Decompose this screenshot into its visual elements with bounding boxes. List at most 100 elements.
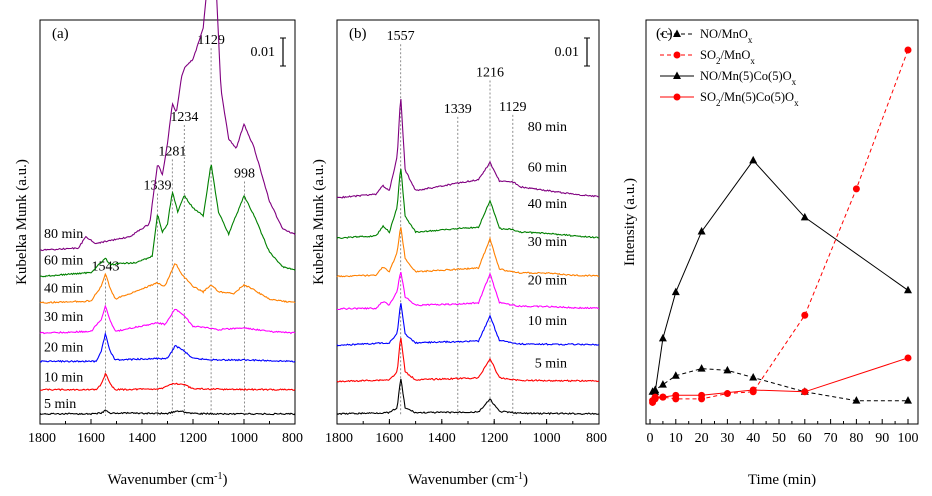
legend-sub: x (794, 98, 799, 108)
legend-entry: SO2/Mn(5)Co(5)Ox (700, 90, 799, 108)
data-point (651, 387, 660, 395)
x-tick-label: 1600 (77, 431, 105, 446)
time-label: 80 min (44, 227, 83, 242)
data-point (658, 333, 667, 342)
time-label: 20 min (44, 340, 83, 355)
x-axis-label-text: Wavenumber (cm (408, 472, 515, 488)
legend-sub: 2 (716, 98, 721, 108)
spectrum-line (39, 304, 296, 335)
series-line (652, 368, 908, 402)
time-label: 10 min (44, 371, 83, 386)
data-point (800, 212, 809, 221)
data-point (904, 285, 912, 294)
scale-bar-label: 0.01 (555, 45, 580, 60)
x-tick-label: 60 (798, 431, 812, 446)
data-point (659, 393, 667, 401)
panel-label: (c) (656, 26, 673, 42)
x-tick-label: 800 (282, 431, 303, 446)
panel-b-chart: 1800 1600 1400 1200 1000 800 1557 1339 1216 1129 5… (311, 19, 607, 489)
data-point (904, 354, 912, 362)
spectrum-line (39, 263, 296, 304)
legend-entry: NO/MnOx (700, 27, 753, 45)
legend-sub: x (750, 56, 755, 66)
legend-name-tail: /Mn(5)Co(5)O (720, 90, 794, 104)
spectrum-line (336, 168, 600, 239)
panel-label: (b) (349, 26, 367, 42)
x-tick-label: 1200 (480, 431, 508, 446)
time-label: 60 min (528, 161, 567, 176)
x-tick-label: 10 (669, 431, 683, 446)
peak-label: 1543 (92, 259, 120, 274)
data-point (801, 388, 809, 396)
x-axis-label-text: Wavenumber (cm (107, 472, 214, 488)
spectrum-line (336, 378, 600, 416)
legend-name-tail: /MnO (720, 48, 750, 62)
data-point (852, 396, 861, 404)
data-point (749, 373, 758, 381)
y-axis-label: Intensity (a.u.) (622, 178, 638, 266)
x-tick-label: 1400 (428, 431, 456, 446)
data-point (671, 371, 680, 379)
panel-c-chart: 0 10 20 30 40 50 60 70 80 90 100NO/MnOxSO2/MnOxNO/… (622, 19, 919, 488)
series-line (652, 357, 909, 401)
x-axis-label: Wavenumber (cm-1) (408, 471, 528, 489)
peak-label: 1129 (499, 100, 526, 115)
peak-label: 1216 (476, 66, 504, 81)
x-tick-label: 1000 (533, 431, 561, 446)
x-tick-label: 1000 (230, 431, 258, 446)
data-point (671, 287, 680, 296)
data-point (672, 391, 680, 399)
data-point (658, 380, 667, 388)
x-axis-label-sup: -1 (515, 471, 523, 482)
x-axis-label-sup: -1 (214, 471, 222, 482)
data-point (904, 46, 912, 54)
legend-name: NO/MnO (700, 27, 748, 41)
y-axis-label: Kubelka Munk (a.u.) (311, 159, 327, 285)
spectrum-line (336, 337, 600, 383)
legend-entry: NO/Mn(5)Co(5)Ox (700, 69, 797, 87)
peak-label: 1129 (197, 33, 224, 48)
data-point (723, 365, 732, 374)
data-point (801, 311, 809, 319)
x-tick-label: 1800 (28, 431, 56, 446)
panel-a-chart: 1800 1600 1400 1200 1000 800 1543 1339 1281 1234 1… (14, 0, 303, 488)
x-tick-label: 90 (875, 431, 889, 446)
spectrum-line (336, 227, 600, 278)
x-tick-label: 800 (586, 431, 607, 446)
time-label: 5 min (535, 356, 567, 371)
x-axis-label-close: ) (223, 472, 228, 488)
data-point (852, 185, 860, 193)
x-axis-label-close: ) (523, 472, 528, 488)
x-tick-label: 1800 (325, 431, 353, 446)
data-point (749, 155, 758, 164)
time-label: 40 min (528, 197, 567, 212)
legend-name: NO/Mn(5)Co(5)O (700, 69, 792, 83)
plot-frame (645, 19, 919, 425)
x-tick-label: 1600 (375, 431, 403, 446)
x-tick-label: 40 (746, 431, 760, 446)
spectrum-line (39, 164, 296, 278)
peak-label: 1339 (444, 102, 472, 117)
data-point (697, 364, 706, 372)
panel-label: (a) (52, 26, 69, 42)
spectrum-line (39, 409, 296, 416)
peak-label: 998 (234, 167, 255, 182)
scale-bar-label: 0.01 (251, 45, 276, 60)
x-tick-label: 20 (695, 431, 709, 446)
x-tick-label: 1200 (179, 431, 207, 446)
spectrum-line (336, 271, 599, 311)
time-label: 30 min (528, 235, 567, 250)
series-line (652, 49, 909, 403)
time-label: 20 min (528, 274, 567, 289)
time-label: 60 min (44, 253, 83, 268)
x-tick-label: 100 (898, 431, 919, 446)
data-point (651, 393, 659, 401)
legend-sub: x (748, 35, 753, 45)
data-point (697, 227, 706, 235)
time-label: 10 min (528, 314, 567, 329)
legend-sub: x (792, 77, 797, 87)
series-line (654, 159, 909, 392)
peak-label: 1339 (144, 179, 172, 194)
y-axis-label: Kubelka Munk (a.u.) (14, 159, 30, 285)
